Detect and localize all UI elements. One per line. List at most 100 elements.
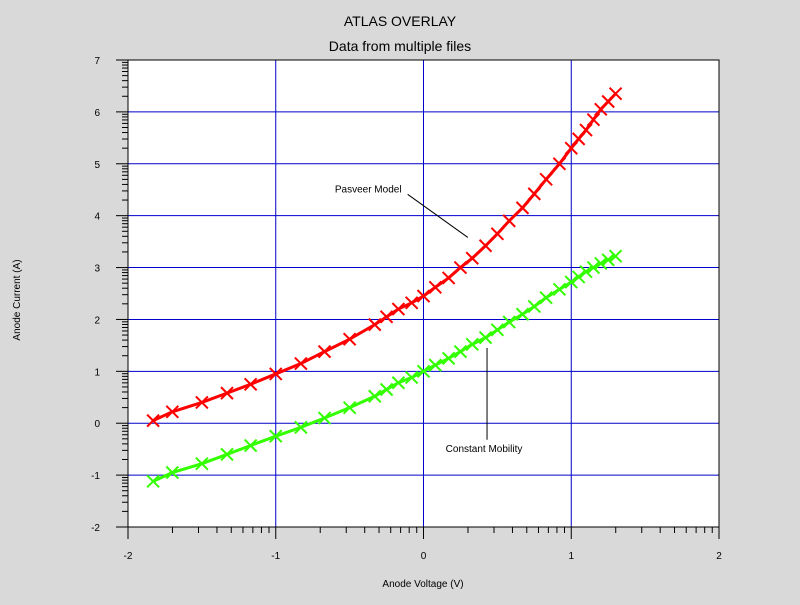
- y-axis-label: Anode Current (A): [12, 259, 23, 340]
- marker-stroke: [515, 201, 530, 215]
- marker-stroke: [539, 290, 553, 305]
- marker-stroke: [571, 132, 586, 146]
- marker-stroke: [269, 367, 283, 381]
- series-2-marker: [527, 299, 542, 314]
- series-2-marker: [453, 344, 468, 359]
- marker-stroke: [608, 249, 623, 263]
- marker-stroke: [342, 332, 357, 346]
- marker-stroke: [368, 317, 382, 332]
- series-2-marker: [404, 370, 419, 385]
- marker-stroke: [608, 87, 623, 101]
- series-1-marker: [564, 141, 578, 155]
- y-tick-label: -1: [91, 471, 100, 482]
- annotation-layer: Pasveer Model Constant Mobility: [335, 184, 523, 454]
- series-1-marker: [527, 187, 542, 201]
- marker-stroke: [515, 307, 530, 321]
- series-2-marker: [391, 376, 406, 390]
- series-1-marker: [195, 395, 209, 410]
- series-1-marker: [379, 310, 394, 324]
- x-tick-label: -1: [271, 551, 280, 562]
- marker-stroke: [317, 344, 332, 359]
- marker-stroke: [195, 395, 209, 410]
- series-1-marker: [478, 239, 493, 253]
- series-2-marker: [478, 330, 493, 345]
- chart-subtitle: Data from multiple files: [329, 38, 471, 54]
- series-2-marker: [220, 447, 234, 462]
- marker-stroke: [342, 400, 357, 415]
- x-axis-label: Anode Voltage (V): [382, 579, 463, 590]
- series-1-marker: [165, 405, 180, 419]
- annotation-label-2: Constant Mobility: [446, 444, 523, 455]
- series-2-marker: [368, 389, 382, 403]
- series-2-marker: [342, 400, 357, 415]
- series-2-marker: [465, 337, 479, 352]
- series-2-marker: [441, 351, 456, 366]
- y-tick-label: 3: [94, 264, 100, 275]
- marker-stroke: [441, 351, 456, 366]
- marker-stroke: [317, 411, 332, 425]
- series-1-marker: [294, 356, 308, 371]
- series-1-marker: [317, 344, 332, 359]
- marker-stroke: [416, 364, 431, 379]
- marker-stroke: [391, 376, 406, 390]
- axis-ticks: [116, 59, 720, 539]
- marker-stroke: [552, 157, 567, 171]
- marker-stroke: [165, 405, 180, 419]
- series-1-marker: [146, 413, 160, 428]
- series-2-marker: [294, 420, 308, 435]
- x-tick-label: 1: [568, 551, 574, 562]
- series-1-marker: [368, 317, 382, 332]
- marker-stroke: [379, 382, 394, 397]
- marker-stroke: [243, 377, 258, 392]
- marker-stroke: [502, 315, 516, 329]
- marker-stroke: [195, 456, 209, 471]
- marker-stroke: [243, 438, 258, 453]
- marker-stroke: [478, 239, 493, 253]
- marker-stroke: [146, 413, 160, 428]
- marker-stroke: [539, 172, 553, 187]
- series-2-marker: [379, 382, 394, 397]
- marker-stroke: [490, 323, 505, 337]
- marker-stroke: [601, 253, 615, 267]
- series-1-marker: [428, 280, 443, 294]
- series-2-marker: [195, 456, 209, 471]
- series-2-marker: [608, 249, 623, 263]
- x-tick-label: 0: [421, 551, 427, 562]
- series-2-marker: [515, 307, 530, 321]
- y-tick-label: 0: [94, 419, 100, 430]
- y-tick-label: 7: [94, 56, 100, 67]
- series-1-marker: [490, 227, 505, 241]
- series-1-marker: [416, 289, 431, 303]
- series-1-marker: [453, 260, 468, 275]
- marker-stroke: [453, 344, 468, 359]
- series-1-marker: [465, 251, 479, 265]
- y-tick-label: 4: [94, 212, 100, 223]
- marker-stroke: [165, 465, 180, 480]
- marker-stroke: [527, 299, 542, 314]
- series-1-marker: [243, 377, 258, 392]
- y-tick-label: 1: [94, 367, 100, 378]
- annotation-leader-1: [407, 193, 469, 238]
- series-2-marker: [243, 438, 258, 453]
- marker-stroke: [404, 370, 419, 385]
- marker-stroke: [453, 260, 468, 275]
- series-1-marker: [220, 386, 234, 400]
- series-2-marker: [571, 270, 586, 284]
- marker-stroke: [220, 447, 234, 462]
- series-2-marker: [428, 358, 443, 372]
- y-tick-label: 2: [94, 315, 100, 326]
- series-2-marker: [502, 315, 516, 329]
- series-1-marker: [404, 296, 419, 310]
- marker-stroke: [594, 256, 608, 271]
- series-2-marker: [269, 429, 283, 443]
- series-2-marker: [601, 253, 615, 267]
- marker-stroke: [416, 289, 431, 303]
- series-2-marker: [317, 411, 332, 425]
- series-1-marker: [502, 214, 516, 228]
- marker-stroke: [220, 386, 234, 400]
- series-2-marker: [416, 364, 431, 379]
- series-2-marker: [490, 323, 505, 337]
- series-2-marker: [586, 260, 601, 275]
- series-2-marker: [564, 275, 578, 289]
